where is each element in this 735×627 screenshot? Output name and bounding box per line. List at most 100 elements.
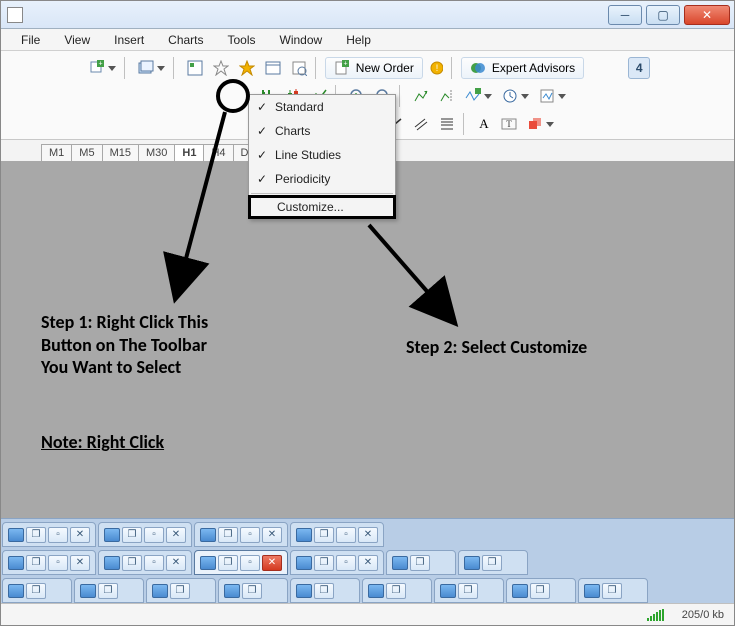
minimize-button[interactable]: ─ — [608, 5, 642, 25]
tab-m30[interactable]: M30 — [138, 144, 175, 161]
max-button[interactable]: ▫ — [336, 527, 356, 543]
menu-item-standard[interactable]: ✓Standard — [249, 95, 395, 119]
window-tab[interactable]: ❐ — [578, 578, 648, 603]
data-window-button[interactable] — [235, 57, 259, 79]
terminal-button[interactable] — [261, 57, 285, 79]
window-tab[interactable]: ❐ — [74, 578, 144, 603]
indicators-button[interactable] — [461, 85, 496, 107]
max-button[interactable]: ▫ — [144, 555, 164, 571]
navigator-button[interactable] — [209, 57, 233, 79]
close-button[interactable]: ✕ — [70, 555, 90, 571]
window-tab[interactable]: ❐ — [290, 578, 360, 603]
restore-button[interactable]: ❐ — [314, 583, 334, 599]
restore-button[interactable]: ❐ — [242, 583, 262, 599]
auto-scroll-button[interactable] — [409, 85, 433, 107]
close-button[interactable]: ✕ — [262, 555, 282, 571]
restore-button[interactable]: ❐ — [602, 583, 622, 599]
menu-charts[interactable]: Charts — [158, 31, 213, 49]
restore-button[interactable]: ❐ — [482, 555, 502, 571]
restore-button[interactable]: ❐ — [314, 527, 334, 543]
restore-button[interactable]: ❐ — [218, 527, 238, 543]
strategy-tester-button[interactable] — [287, 57, 311, 79]
window-tab[interactable]: ❐ — [362, 578, 432, 603]
restore-button[interactable]: ❐ — [530, 583, 550, 599]
connection-signal-icon — [647, 609, 664, 621]
window-tab[interactable]: ❐ — [434, 578, 504, 603]
menu-item-charts[interactable]: ✓Charts — [249, 119, 395, 143]
close-button[interactable]: ✕ — [166, 555, 186, 571]
close-button[interactable]: ✕ — [70, 527, 90, 543]
restore-button[interactable]: ❐ — [26, 583, 46, 599]
restore-button[interactable]: ❐ — [122, 555, 142, 571]
maximize-button[interactable]: ▢ — [646, 5, 680, 25]
menu-item-line-studies[interactable]: ✓Line Studies — [249, 143, 395, 167]
shapes-button[interactable] — [523, 113, 558, 135]
tab-h1[interactable]: H1 — [174, 144, 204, 161]
restore-button[interactable]: ❐ — [98, 583, 118, 599]
profiles-button[interactable] — [134, 57, 169, 79]
restore-button[interactable]: ❐ — [314, 555, 334, 571]
max-button[interactable]: ▫ — [48, 555, 68, 571]
fibonacci-button[interactable] — [435, 113, 459, 135]
text-label-button[interactable]: T — [497, 113, 521, 135]
window-tab[interactable]: ❐ — [218, 578, 288, 603]
max-button[interactable]: ▫ — [240, 555, 260, 571]
window-tab[interactable]: ❐▫✕ — [98, 522, 192, 547]
close-button[interactable]: ✕ — [358, 555, 378, 571]
new-chart-button[interactable]: + — [85, 57, 120, 79]
menu-file[interactable]: File — [11, 31, 50, 49]
window-tab[interactable]: ❐ — [506, 578, 576, 603]
window-tab[interactable]: ❐▫✕ — [194, 550, 288, 575]
window-tab[interactable]: ❐ — [2, 578, 72, 603]
notifications-badge[interactable]: 4 — [628, 57, 650, 79]
close-button[interactable]: ✕ — [358, 527, 378, 543]
menu-window[interactable]: Window — [270, 31, 333, 49]
menu-insert[interactable]: Insert — [104, 31, 154, 49]
window-tab[interactable]: ❐▫✕ — [2, 522, 96, 547]
restore-button[interactable]: ❐ — [410, 555, 430, 571]
menu-item-periodicity[interactable]: ✓Periodicity — [249, 167, 395, 191]
restore-button[interactable]: ❐ — [26, 555, 46, 571]
chart-shift-button[interactable] — [435, 85, 459, 107]
tab-m15[interactable]: M15 — [102, 144, 139, 161]
max-button[interactable]: ▫ — [144, 527, 164, 543]
expert-advisors-button[interactable]: Expert Advisors — [461, 57, 584, 79]
annotation-step1: Step 1: Right Click This Button on The T… — [41, 311, 208, 379]
close-button[interactable]: ✕ — [166, 527, 186, 543]
templates-button[interactable] — [535, 85, 570, 107]
close-button[interactable]: ✕ — [262, 527, 282, 543]
max-button[interactable]: ▫ — [48, 527, 68, 543]
window-tab[interactable]: ❐▫✕ — [98, 550, 192, 575]
restore-button[interactable]: ❐ — [26, 527, 46, 543]
restore-button[interactable]: ❐ — [170, 583, 190, 599]
menu-help[interactable]: Help — [336, 31, 381, 49]
restore-button[interactable]: ❐ — [386, 583, 406, 599]
meta-quotes-button[interactable]: ! — [425, 57, 447, 79]
window-tab[interactable]: ❐▫✕ — [194, 522, 288, 547]
tab-m5[interactable]: M5 — [71, 144, 102, 161]
menu-view[interactable]: View — [54, 31, 100, 49]
window-tab[interactable]: ❐ — [146, 578, 216, 603]
window-tab[interactable]: ❐▫✕ — [2, 550, 96, 575]
market-watch-button[interactable] — [183, 57, 207, 79]
restore-button[interactable]: ❐ — [122, 527, 142, 543]
window-tab[interactable]: ❐▫✕ — [290, 522, 384, 547]
restore-button[interactable]: ❐ — [218, 555, 238, 571]
tab-h4[interactable]: H4 — [203, 144, 233, 161]
close-button[interactable]: ✕ — [684, 5, 730, 25]
menu-tools[interactable]: Tools — [218, 31, 266, 49]
text-button[interactable]: A — [473, 113, 495, 135]
chart-window-icon — [464, 556, 480, 570]
menu-item-customize[interactable]: Customize... — [248, 195, 396, 219]
channel-button[interactable] — [409, 113, 433, 135]
max-button[interactable]: ▫ — [336, 555, 356, 571]
window-tab[interactable]: ❐ — [458, 550, 528, 575]
window-tab[interactable]: ❐▫✕ — [290, 550, 384, 575]
restore-button[interactable]: ❐ — [458, 583, 478, 599]
max-button[interactable]: ▫ — [240, 527, 260, 543]
new-order-button[interactable]: + New Order — [325, 57, 423, 79]
tab-m1[interactable]: M1 — [41, 144, 72, 161]
chart-window-icon — [584, 584, 600, 598]
periods-button[interactable] — [498, 85, 533, 107]
window-tab[interactable]: ❐ — [386, 550, 456, 575]
